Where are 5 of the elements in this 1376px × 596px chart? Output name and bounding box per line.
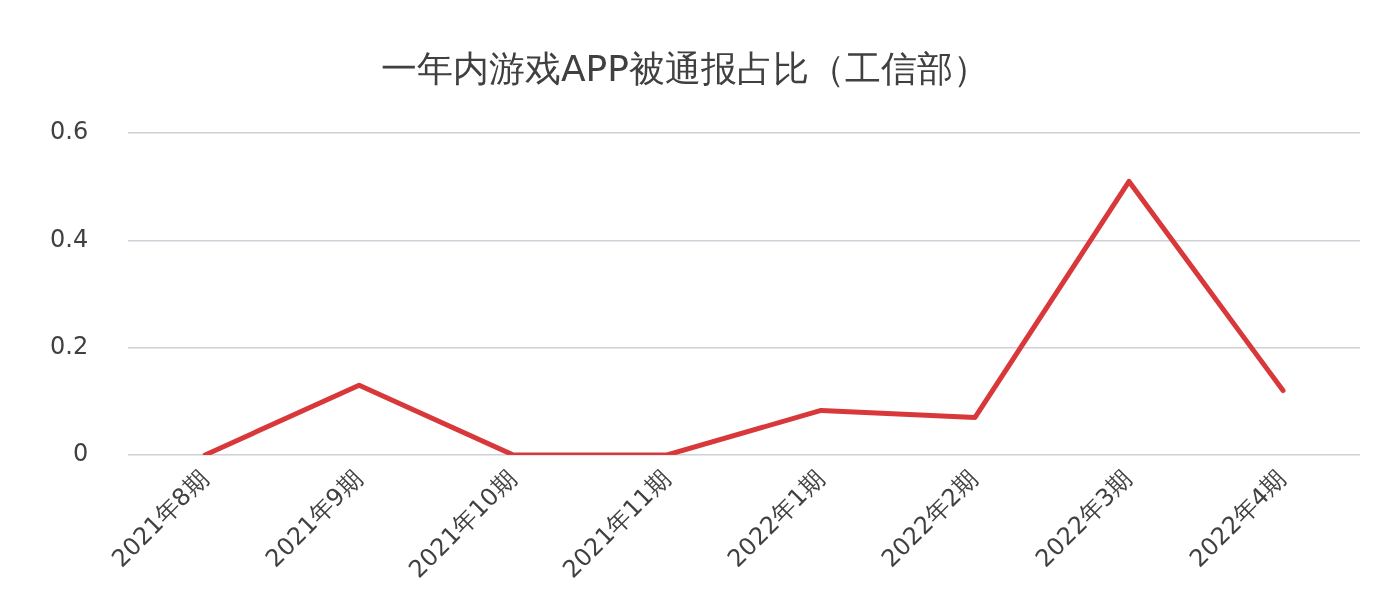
y-tick-label: 0.6 (50, 117, 89, 146)
y-tick-label: 0.4 (50, 224, 89, 253)
y-tick-label: 0.2 (50, 331, 89, 360)
chart-title: 一年内游戏APP被通报占比（工信部） (380, 47, 990, 89)
y-tick-label: 0 (72, 439, 89, 468)
